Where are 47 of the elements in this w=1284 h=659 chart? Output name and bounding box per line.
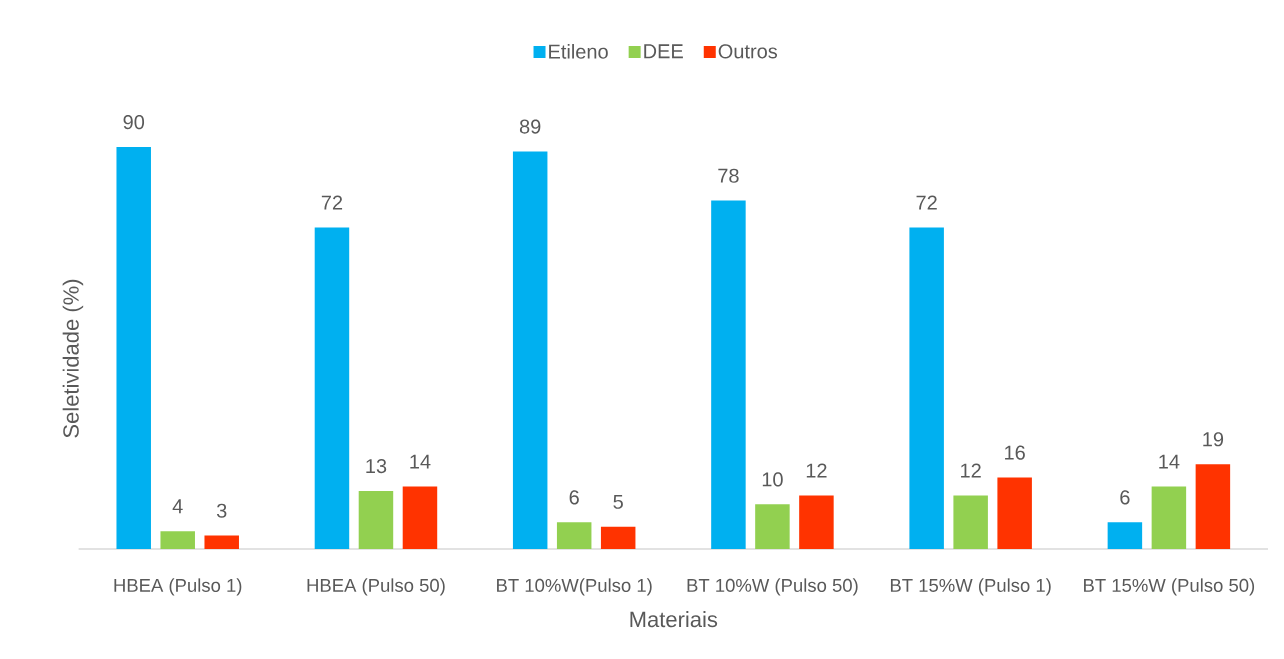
data-label: 14 — [410, 454, 431, 469]
bar — [909, 227, 944, 549]
bar — [204, 535, 239, 549]
data-label: 6 — [569, 490, 579, 505]
bar — [1195, 464, 1231, 549]
bar — [799, 495, 834, 549]
legend-label: DEE — [644, 44, 683, 59]
data-label: 13 — [366, 458, 387, 474]
bar — [402, 486, 438, 549]
data-label: 72 — [321, 195, 343, 210]
x-tick-label: BT 15%W (Pulso 1) — [890, 578, 1051, 596]
bar — [755, 504, 790, 549]
bar — [512, 151, 548, 549]
data-label: 10 — [762, 472, 783, 487]
x-tick-label: BT 10%W (Pulso 50) — [687, 578, 858, 596]
x-tick-label: HBEA (Pulso 50) — [307, 578, 445, 596]
data-label: 14 — [1159, 454, 1180, 469]
bar — [556, 522, 592, 549]
bar — [314, 227, 350, 549]
bar — [1151, 486, 1187, 549]
data-label: 90 — [123, 115, 145, 130]
data-label: 72 — [916, 195, 937, 210]
bar — [1107, 522, 1143, 549]
data-label: 6 — [1120, 490, 1130, 505]
x-axis-title: Materiais — [630, 611, 718, 628]
legend-label: Outros — [718, 44, 778, 59]
data-label: 3 — [216, 503, 227, 518]
bar — [160, 531, 195, 549]
data-label: 16 — [1005, 445, 1025, 460]
y-axis-title: Seletividade (%) — [62, 279, 84, 438]
bar — [600, 526, 636, 549]
bar — [358, 490, 394, 549]
bar — [711, 200, 746, 549]
x-tick-label: BT 15%W (Pulso 50) — [1084, 578, 1255, 596]
x-tick-label: HBEA (Pulso 1) — [114, 578, 242, 596]
bar — [953, 495, 988, 549]
data-label: 78 — [718, 168, 739, 183]
data-label: 4 — [172, 499, 183, 514]
data-label: 5 — [613, 494, 623, 509]
bar — [997, 477, 1032, 549]
data-label: 89 — [519, 119, 541, 134]
bar — [116, 147, 151, 549]
x-tick-label: BT 10%W(Pulso 1) — [497, 578, 652, 596]
legend-label: Etileno — [549, 44, 608, 59]
data-label: 12 — [806, 463, 827, 478]
data-label: 19 — [1203, 432, 1224, 447]
data-label: 12 — [961, 463, 981, 478]
